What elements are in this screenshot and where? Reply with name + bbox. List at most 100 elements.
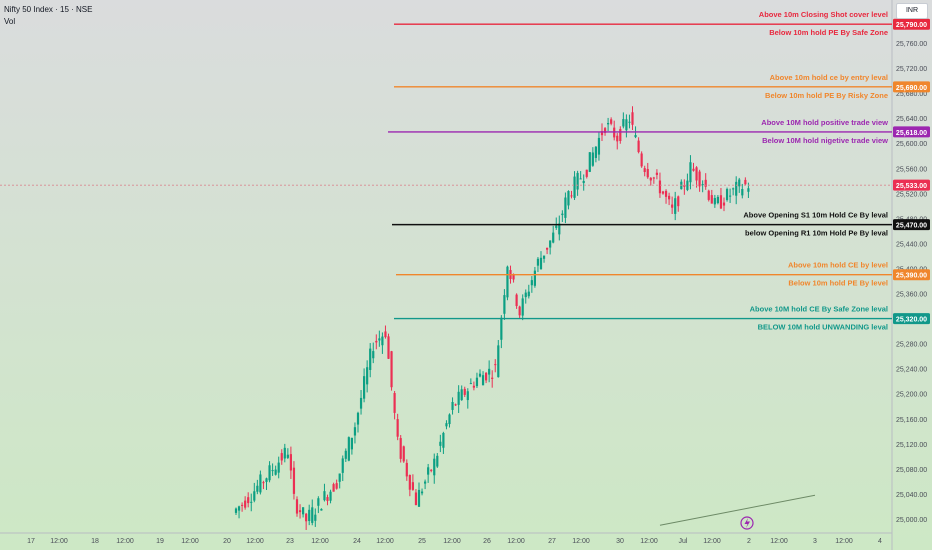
candle-body <box>298 510 302 513</box>
candle-body <box>445 423 448 427</box>
candle-body <box>244 500 247 508</box>
candle-body <box>436 455 439 467</box>
candle-body <box>308 509 311 522</box>
price-tick-label: 25,040.00 <box>896 492 927 499</box>
candle-body <box>381 336 384 346</box>
price-tick-label: 25,520.00 <box>896 191 927 198</box>
candle-body <box>497 345 500 378</box>
candle-body <box>420 491 424 494</box>
candle-body <box>317 498 320 506</box>
price-tick-label: 25,440.00 <box>896 241 927 248</box>
candle-body <box>707 190 710 200</box>
candle-body <box>664 190 668 197</box>
candle-body <box>735 181 738 196</box>
time-tick-label: 24 <box>353 538 361 545</box>
price-tag <box>893 269 930 281</box>
price-tag <box>893 81 930 93</box>
candle-body <box>539 257 543 270</box>
time-tick-label: Jul <box>679 538 688 545</box>
time-tick-label: 12:00 <box>507 538 525 545</box>
candle-body <box>695 167 698 181</box>
candle-body <box>698 171 701 187</box>
candle-body <box>295 499 299 514</box>
lightning-icon[interactable] <box>740 516 754 530</box>
candle-body <box>363 376 366 399</box>
time-tick-label: 23 <box>286 538 294 545</box>
level-annotation: Below 10M hold nigetive trade view <box>762 136 888 145</box>
price-tag-label: 25,390.00 <box>896 273 927 280</box>
time-tick-label: 12:00 <box>246 538 264 545</box>
currency-button[interactable]: INR <box>896 3 928 19</box>
candle-body <box>616 135 619 142</box>
candle-body <box>674 198 677 214</box>
candle-body <box>564 197 567 218</box>
time-tick-label: 25 <box>418 538 426 545</box>
time-tick-label: 12:00 <box>376 538 394 545</box>
volume-indicator-label[interactable]: Vol <box>4 17 16 26</box>
time-tick-label: 20 <box>223 538 231 545</box>
candle-body <box>414 492 418 506</box>
time-tick-label: 12:00 <box>835 538 853 545</box>
candle-body <box>628 121 631 123</box>
candle-body <box>433 458 436 476</box>
candle-body <box>661 191 665 194</box>
candle-body <box>555 225 558 228</box>
candle-body <box>329 491 332 501</box>
candle-body <box>491 377 494 379</box>
lightning-icon-bolt <box>744 518 750 528</box>
candle-body <box>573 176 576 198</box>
candle-body <box>722 202 726 206</box>
time-tick-label: 4 <box>878 538 882 545</box>
time-tick-label: 18 <box>91 538 99 545</box>
candle-body <box>344 450 347 459</box>
candle-body <box>430 469 433 471</box>
candle-body <box>405 462 408 477</box>
level-annotation: Above 10m hold ce by entry leval <box>770 73 888 82</box>
candle-body <box>241 504 244 506</box>
candle-body <box>488 368 491 375</box>
candle-body <box>518 306 521 316</box>
candle-body <box>393 393 396 413</box>
candle-body <box>338 473 341 482</box>
candle-body <box>542 255 546 259</box>
candle-body <box>375 340 378 343</box>
candle-body <box>677 196 680 207</box>
candle-body <box>463 388 466 395</box>
candle-body <box>585 169 588 177</box>
price-tick-label: 25,680.00 <box>896 91 927 98</box>
candle-body <box>649 177 652 181</box>
price-tag-label: 25,320.00 <box>896 317 927 324</box>
candle-body <box>314 514 317 521</box>
candle-body <box>485 372 488 381</box>
candle-body <box>292 467 296 494</box>
candle-body <box>500 317 503 340</box>
candle-body <box>347 437 350 461</box>
candle-body <box>323 491 326 501</box>
candle-body <box>448 414 451 425</box>
candle-body <box>366 367 369 385</box>
candle-body <box>350 437 353 450</box>
candle-body <box>286 454 289 458</box>
level-annotation: Below 10m hold PE By Safe Zone <box>769 28 888 37</box>
candle-body <box>466 391 469 401</box>
candle-body <box>683 185 686 187</box>
candle-body <box>442 432 445 448</box>
price-tick-label: 25,640.00 <box>896 116 927 123</box>
candle-body <box>527 291 530 297</box>
candle-body <box>353 427 357 436</box>
candle-body <box>494 364 497 366</box>
candle-body <box>631 112 634 125</box>
time-tick-label: 12:00 <box>640 538 658 545</box>
candle-body <box>234 508 238 513</box>
lightning-icon-ring <box>740 516 754 530</box>
trendline <box>659 494 816 526</box>
candle-body <box>369 348 372 370</box>
time-tick-label: 12:00 <box>50 538 68 545</box>
candle-body <box>567 191 570 206</box>
candle-body <box>326 497 329 501</box>
symbol-title[interactable]: Nifty 50 Index · 15 · NSE <box>4 5 93 14</box>
candle-body <box>439 441 442 446</box>
candle-body <box>469 383 472 385</box>
